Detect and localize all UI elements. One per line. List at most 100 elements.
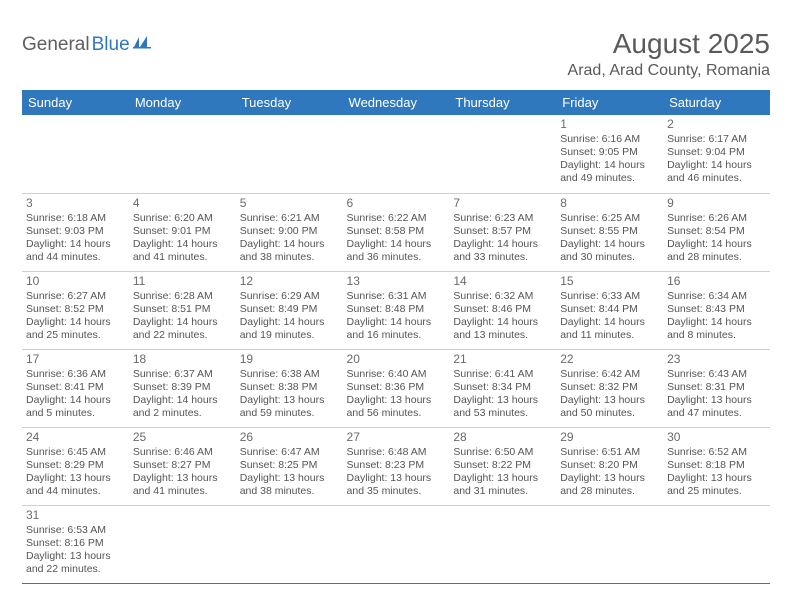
day-number: 1	[560, 117, 659, 132]
calendar-week-row: 24Sunrise: 6:45 AMSunset: 8:29 PMDayligh…	[22, 427, 770, 505]
day-number: 22	[560, 352, 659, 367]
sunset-text: Sunset: 8:38 PM	[240, 381, 339, 394]
day-number: 16	[667, 274, 766, 289]
day-number: 29	[560, 430, 659, 445]
sunset-text: Sunset: 8:34 PM	[453, 381, 552, 394]
sunrise-text: Sunrise: 6:26 AM	[667, 212, 766, 225]
calendar-day-cell: 31Sunrise: 6:53 AMSunset: 8:16 PMDayligh…	[22, 505, 129, 583]
calendar-day-cell: 7Sunrise: 6:23 AMSunset: 8:57 PMDaylight…	[449, 193, 556, 271]
calendar-empty-cell	[22, 115, 129, 193]
day-number: 25	[133, 430, 232, 445]
calendar-day-cell: 13Sunrise: 6:31 AMSunset: 8:48 PMDayligh…	[343, 271, 450, 349]
calendar-empty-cell	[343, 115, 450, 193]
day-number: 11	[133, 274, 232, 289]
daylight-text: Daylight: 14 hours and 28 minutes.	[667, 238, 766, 264]
daylight-text: Daylight: 13 hours and 50 minutes.	[560, 394, 659, 420]
day-number: 5	[240, 196, 339, 211]
daylight-text: Daylight: 14 hours and 36 minutes.	[347, 238, 446, 264]
sunrise-text: Sunrise: 6:33 AM	[560, 290, 659, 303]
daylight-text: Daylight: 13 hours and 22 minutes.	[26, 550, 125, 576]
calendar-week-row: 1Sunrise: 6:16 AMSunset: 9:05 PMDaylight…	[22, 115, 770, 193]
calendar-day-cell: 23Sunrise: 6:43 AMSunset: 8:31 PMDayligh…	[663, 349, 770, 427]
sunrise-text: Sunrise: 6:28 AM	[133, 290, 232, 303]
calendar-day-cell: 17Sunrise: 6:36 AMSunset: 8:41 PMDayligh…	[22, 349, 129, 427]
calendar-empty-cell	[129, 115, 236, 193]
calendar-empty-cell	[663, 505, 770, 583]
calendar-day-cell: 20Sunrise: 6:40 AMSunset: 8:36 PMDayligh…	[343, 349, 450, 427]
daylight-text: Daylight: 13 hours and 44 minutes.	[26, 472, 125, 498]
day-number: 27	[347, 430, 446, 445]
day-number: 10	[26, 274, 125, 289]
daylight-text: Daylight: 13 hours and 47 minutes.	[667, 394, 766, 420]
day-number: 28	[453, 430, 552, 445]
calendar-body: 1Sunrise: 6:16 AMSunset: 9:05 PMDaylight…	[22, 115, 770, 583]
sunset-text: Sunset: 9:05 PM	[560, 146, 659, 159]
daylight-text: Daylight: 14 hours and 13 minutes.	[453, 316, 552, 342]
calendar-empty-cell	[236, 115, 343, 193]
weekday-header: Monday	[129, 90, 236, 115]
calendar-day-cell: 28Sunrise: 6:50 AMSunset: 8:22 PMDayligh…	[449, 427, 556, 505]
sunrise-text: Sunrise: 6:40 AM	[347, 368, 446, 381]
daylight-text: Daylight: 14 hours and 11 minutes.	[560, 316, 659, 342]
calendar-table: SundayMondayTuesdayWednesdayThursdayFrid…	[22, 90, 770, 584]
day-number: 13	[347, 274, 446, 289]
daylight-text: Daylight: 14 hours and 44 minutes.	[26, 238, 125, 264]
day-number: 15	[560, 274, 659, 289]
sunrise-text: Sunrise: 6:53 AM	[26, 524, 125, 537]
day-number: 31	[26, 508, 125, 523]
sunrise-text: Sunrise: 6:17 AM	[667, 133, 766, 146]
calendar-day-cell: 16Sunrise: 6:34 AMSunset: 8:43 PMDayligh…	[663, 271, 770, 349]
flag-icon	[133, 35, 155, 54]
calendar-day-cell: 25Sunrise: 6:46 AMSunset: 8:27 PMDayligh…	[129, 427, 236, 505]
day-number: 9	[667, 196, 766, 211]
sunset-text: Sunset: 8:25 PM	[240, 459, 339, 472]
weekday-header: Tuesday	[236, 90, 343, 115]
calendar-day-cell: 26Sunrise: 6:47 AMSunset: 8:25 PMDayligh…	[236, 427, 343, 505]
month-title: August 2025	[568, 28, 770, 60]
daylight-text: Daylight: 14 hours and 38 minutes.	[240, 238, 339, 264]
page-header: GeneralBlue August 2025 Arad, Arad Count…	[22, 28, 770, 80]
sunrise-text: Sunrise: 6:51 AM	[560, 446, 659, 459]
calendar-day-cell: 12Sunrise: 6:29 AMSunset: 8:49 PMDayligh…	[236, 271, 343, 349]
daylight-text: Daylight: 14 hours and 41 minutes.	[133, 238, 232, 264]
calendar-empty-cell	[343, 505, 450, 583]
sunrise-text: Sunrise: 6:46 AM	[133, 446, 232, 459]
sunset-text: Sunset: 8:43 PM	[667, 303, 766, 316]
sunset-text: Sunset: 8:48 PM	[347, 303, 446, 316]
sunset-text: Sunset: 8:27 PM	[133, 459, 232, 472]
sunrise-text: Sunrise: 6:18 AM	[26, 212, 125, 225]
daylight-text: Daylight: 14 hours and 16 minutes.	[347, 316, 446, 342]
calendar-day-cell: 9Sunrise: 6:26 AMSunset: 8:54 PMDaylight…	[663, 193, 770, 271]
logo-text-part2: Blue	[92, 34, 130, 56]
daylight-text: Daylight: 14 hours and 33 minutes.	[453, 238, 552, 264]
sunrise-text: Sunrise: 6:43 AM	[667, 368, 766, 381]
sunrise-text: Sunrise: 6:16 AM	[560, 133, 659, 146]
day-number: 4	[133, 196, 232, 211]
daylight-text: Daylight: 14 hours and 49 minutes.	[560, 159, 659, 185]
sunrise-text: Sunrise: 6:47 AM	[240, 446, 339, 459]
day-number: 18	[133, 352, 232, 367]
sunrise-text: Sunrise: 6:22 AM	[347, 212, 446, 225]
sunrise-text: Sunrise: 6:23 AM	[453, 212, 552, 225]
daylight-text: Daylight: 14 hours and 8 minutes.	[667, 316, 766, 342]
calendar-week-row: 31Sunrise: 6:53 AMSunset: 8:16 PMDayligh…	[22, 505, 770, 583]
calendar-empty-cell	[129, 505, 236, 583]
sunset-text: Sunset: 8:54 PM	[667, 225, 766, 238]
daylight-text: Daylight: 13 hours and 56 minutes.	[347, 394, 446, 420]
calendar-empty-cell	[449, 115, 556, 193]
day-number: 23	[667, 352, 766, 367]
calendar-day-cell: 21Sunrise: 6:41 AMSunset: 8:34 PMDayligh…	[449, 349, 556, 427]
sunset-text: Sunset: 8:55 PM	[560, 225, 659, 238]
sunrise-text: Sunrise: 6:21 AM	[240, 212, 339, 225]
logo-text-part1: General	[22, 34, 90, 56]
calendar-day-cell: 4Sunrise: 6:20 AMSunset: 9:01 PMDaylight…	[129, 193, 236, 271]
calendar-header-row: SundayMondayTuesdayWednesdayThursdayFrid…	[22, 90, 770, 115]
day-number: 19	[240, 352, 339, 367]
day-number: 26	[240, 430, 339, 445]
sunrise-text: Sunrise: 6:42 AM	[560, 368, 659, 381]
sunrise-text: Sunrise: 6:36 AM	[26, 368, 125, 381]
daylight-text: Daylight: 13 hours and 25 minutes.	[667, 472, 766, 498]
daylight-text: Daylight: 13 hours and 28 minutes.	[560, 472, 659, 498]
day-number: 17	[26, 352, 125, 367]
calendar-empty-cell	[556, 505, 663, 583]
